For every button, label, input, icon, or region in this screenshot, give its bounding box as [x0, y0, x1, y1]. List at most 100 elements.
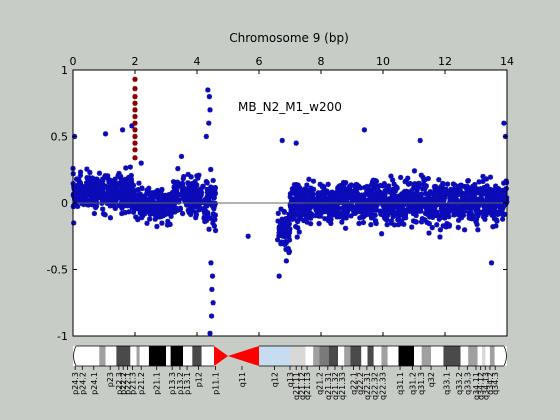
data-point	[455, 188, 461, 195]
data-point	[152, 189, 158, 195]
data-point	[442, 215, 448, 221]
data-point	[461, 208, 468, 214]
y-axis: 1 0.5 0 -0.5 -1	[47, 64, 507, 343]
data-point	[127, 198, 133, 204]
data-point	[278, 221, 284, 227]
data-point	[302, 194, 308, 200]
data-point	[337, 197, 344, 203]
data-point	[167, 192, 173, 198]
data-point	[293, 212, 299, 218]
data-point	[484, 183, 490, 189]
data-point	[384, 205, 390, 212]
data-point	[405, 175, 411, 181]
data-point	[208, 201, 214, 207]
band-label: q31.3	[417, 372, 426, 395]
band-label: q32	[427, 372, 436, 387]
data-point	[333, 204, 340, 211]
data-point	[490, 203, 497, 210]
data-point	[107, 203, 113, 209]
data-point-outlier	[209, 286, 215, 293]
x-tick-label: 10	[376, 55, 390, 68]
data-point	[399, 206, 405, 213]
data-point	[389, 191, 395, 197]
data-point	[285, 245, 291, 252]
data-point	[322, 188, 328, 194]
data-point	[283, 215, 289, 222]
data-point	[111, 199, 118, 205]
data-point	[493, 183, 499, 189]
data-point	[322, 197, 328, 204]
band-p11.1	[214, 346, 228, 366]
data-point	[193, 215, 199, 221]
data-point	[327, 198, 333, 204]
q-telomere	[503, 345, 507, 367]
data-point	[412, 184, 418, 190]
data-point	[354, 185, 360, 192]
data-point	[84, 166, 90, 172]
data-point	[377, 182, 384, 189]
band-label: q21.31	[324, 372, 333, 400]
data-point	[363, 209, 369, 215]
data-point	[485, 210, 491, 216]
band-label: q22.31	[363, 372, 372, 400]
data-point	[383, 214, 389, 220]
data-point	[500, 190, 507, 197]
data-point	[312, 198, 318, 204]
x-tick-label: 12	[438, 55, 452, 68]
data-point-outlier	[207, 107, 213, 113]
data-point	[197, 192, 203, 198]
data-point	[480, 214, 487, 220]
data-point-outlier	[138, 160, 144, 166]
band-p24.2	[99, 346, 106, 366]
data-point	[354, 196, 361, 202]
data-point	[492, 189, 498, 195]
data-point-outlier	[293, 140, 299, 146]
data-point	[148, 192, 154, 199]
data-point	[160, 193, 167, 199]
data-layer	[70, 76, 510, 336]
data-point	[437, 227, 443, 233]
data-point	[162, 206, 168, 212]
data-point	[289, 186, 295, 192]
data-point	[444, 221, 450, 227]
data-point	[278, 206, 284, 212]
data-point	[299, 193, 305, 199]
data-point	[473, 187, 479, 193]
data-point	[188, 174, 194, 180]
band-q31.3	[421, 346, 432, 366]
data-point	[396, 215, 402, 222]
data-point	[211, 223, 217, 229]
data-point	[180, 195, 186, 201]
data-point	[427, 197, 433, 203]
data-point	[437, 185, 443, 191]
data-point	[128, 193, 135, 199]
band-label: q34.3	[491, 372, 500, 395]
data-point	[306, 196, 312, 203]
data-point	[159, 204, 165, 210]
data-point	[125, 203, 131, 209]
data-point	[202, 197, 208, 203]
data-point	[460, 203, 466, 209]
data-point	[371, 185, 377, 191]
y-tick-label: -1	[57, 330, 68, 343]
band-label: q31.2	[408, 372, 417, 395]
data-point	[388, 173, 394, 179]
data-point	[456, 212, 462, 218]
data-point	[120, 194, 126, 200]
data-point	[201, 210, 208, 216]
data-point	[135, 217, 141, 223]
data-point	[412, 181, 418, 187]
data-point	[77, 169, 84, 175]
data-point	[423, 196, 429, 202]
data-point	[476, 179, 482, 185]
data-point	[286, 237, 293, 243]
data-point	[373, 207, 380, 213]
data-point	[397, 205, 403, 211]
data-point	[416, 202, 422, 209]
data-point	[155, 206, 161, 212]
data-point	[397, 192, 403, 199]
y-tick-label: -0.5	[47, 264, 68, 277]
data-point	[426, 221, 432, 227]
y-tick-label: 0	[61, 197, 68, 210]
